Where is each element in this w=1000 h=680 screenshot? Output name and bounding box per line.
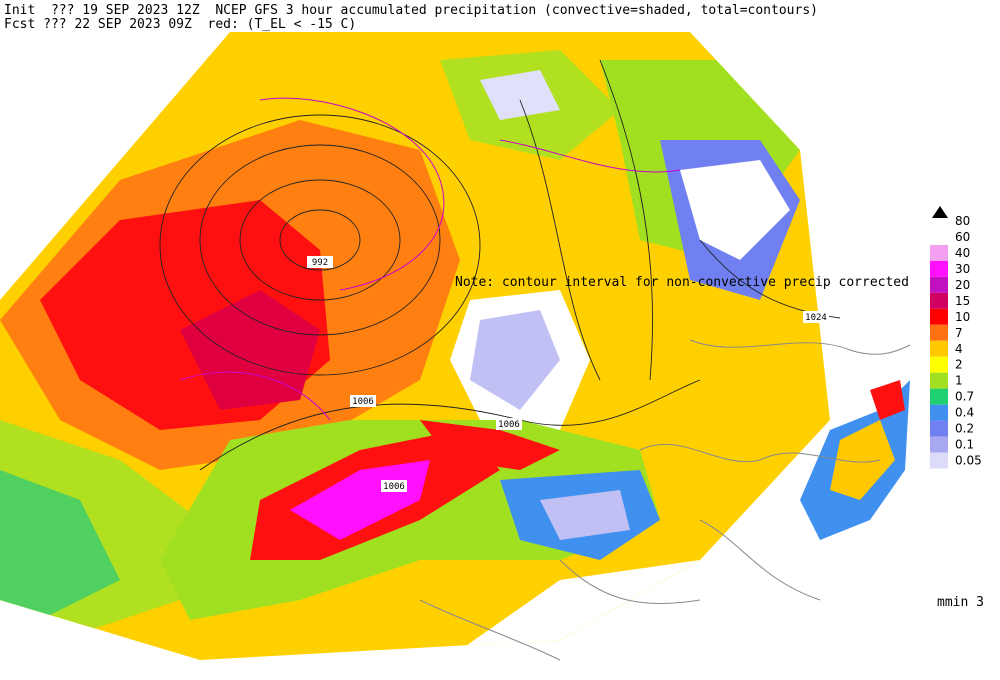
total-precip-contours [179,97,681,421]
header-line: Init ??? 19 SEP 2023 12Z NCEP GFS 3 hour… [4,3,818,18]
legend-swatch [930,436,948,453]
legend-label: 0.7 [955,390,974,404]
legend-label: 20 [955,278,970,292]
legend-label: 4 [955,342,963,356]
contour-label: 1024 [805,313,827,323]
contour-label-box [803,311,829,323]
header-line: Fcst ??? 22 SEP 2023 09Z red: (T_EL < -1… [4,17,356,32]
precip-patch [870,380,905,420]
precip-field [0,32,830,660]
map-area [0,32,911,661]
legend-swatch [930,292,948,309]
legend-swatch [930,308,948,325]
precip-patch [830,420,895,500]
legend-swatch [930,452,948,469]
legend-label: 0.2 [955,422,974,436]
legend-label: 2 [955,358,963,372]
contour-label-box [307,256,333,268]
contour-label: 992 [312,258,328,268]
isobars [159,59,841,471]
contour-label: 1006 [352,397,374,407]
legend-label: 30 [955,262,970,276]
legend-label: 80 [955,214,970,228]
legend-swatch [930,324,948,341]
legend-swatch [930,388,948,405]
map-note: Note: contour interval for non-convectiv… [455,275,909,290]
legend-label: 40 [955,246,970,260]
legend: 80 60 40 30 20 15 10 7 4 2 1 0.7 0.4 0.2 0.1 0.05 [930,206,982,469]
legend-label: 60 [955,230,970,244]
coastlines [419,339,911,661]
legend-swatch [930,420,948,437]
footer-label: mmin 3 [937,595,984,610]
legend-label: 7 [955,326,963,340]
legend-label: 0.4 [955,406,974,420]
legend-swatch [930,244,948,261]
contour-label-box [496,418,522,430]
legend-swatch [930,372,948,389]
contour-label-box [381,480,407,492]
legend-swatch [930,276,948,293]
legend-swatch [930,404,948,421]
legend-label: 15 [955,294,970,308]
legend-swatch [930,356,948,373]
contour-label: 1006 [383,482,405,492]
legend-label: 10 [955,310,970,324]
contour-label: 1006 [498,420,520,430]
contour-labels: 992 1006 1006 1006 1024 [307,256,829,492]
legend-arrow [932,206,948,218]
legend-swatch [930,340,948,357]
legend-swatch [930,260,948,277]
legend-label: 0.05 [955,454,982,468]
legend-label: 0.1 [955,438,974,452]
legend-label: 1 [955,374,963,388]
contour-label-box [350,395,376,407]
